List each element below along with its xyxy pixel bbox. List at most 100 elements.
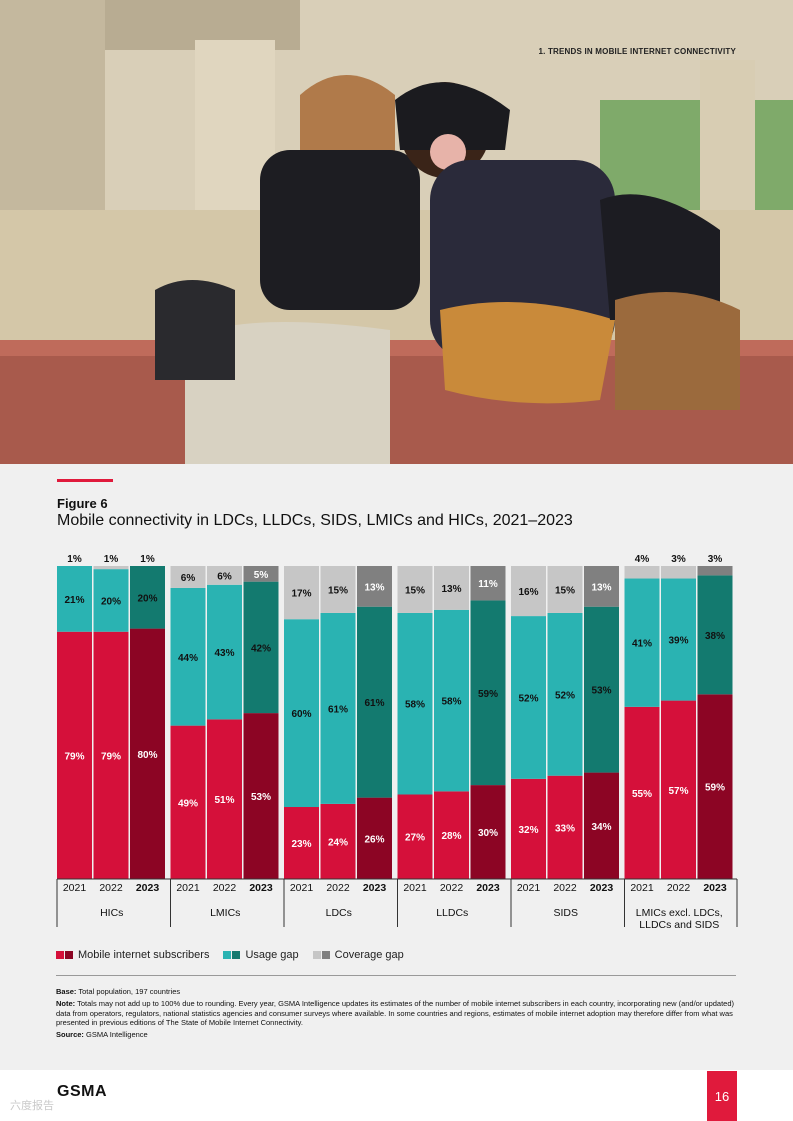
bar-coverage-gap — [697, 566, 733, 576]
base-text: Total population, 197 countries — [78, 987, 181, 996]
data-label-coverage-gap: 4% — [635, 554, 650, 565]
x-tick-year: 2022 — [99, 882, 123, 894]
data-label-coverage-gap: 11% — [478, 579, 498, 590]
bar-subscribers — [207, 719, 242, 879]
x-group-label: LLDCs and SIDS — [639, 919, 719, 931]
bar-subscribers — [320, 803, 356, 879]
data-label-subscribers: 80% — [137, 750, 157, 761]
x-tick-year: 2023 — [249, 882, 273, 894]
bar-subscribers — [93, 631, 129, 879]
x-tick-year: 2021 — [176, 882, 200, 894]
legend-item-subscribers: Mobile internet subscribers — [56, 949, 209, 961]
bar-coverage-gap — [584, 566, 619, 607]
data-label-coverage-gap: 3% — [708, 554, 723, 565]
data-label-usage-gap: 43% — [214, 648, 234, 659]
data-label-usage-gap: 58% — [441, 697, 461, 708]
legend-item-coverage-gap: Coverage gap — [312, 949, 404, 961]
data-label-usage-gap: 58% — [405, 700, 425, 711]
figure-notes: Base: Total population, 197 countries No… — [56, 987, 736, 1042]
bar-coverage-gap — [357, 566, 392, 607]
bar-subscribers — [661, 700, 696, 879]
bar-subscribers — [357, 797, 392, 879]
note-text-block: Note: Totals may not add up to 100% due … — [56, 999, 736, 1028]
legend-swatch-usage-a — [223, 951, 232, 959]
section-heading: 1. TRENDS IN MOBILE INTERNET CONNECTIVIT… — [538, 47, 736, 56]
data-label-usage-gap: 59% — [478, 689, 498, 700]
x-tick-year: 2021 — [290, 882, 314, 894]
bar-coverage-gap — [170, 566, 206, 588]
accent-rule — [57, 479, 113, 482]
legend-swatch-subscribers-a — [56, 951, 64, 959]
legend-item-usage-gap: Usage gap — [223, 949, 299, 961]
x-tick-year: 2023 — [363, 882, 387, 894]
bar-usage-gap — [584, 606, 619, 773]
legend-swatch-coverage-a — [312, 951, 321, 959]
data-label-coverage-gap: 17% — [291, 589, 311, 600]
x-tick-year: 2021 — [517, 882, 541, 894]
x-tick-year: 2021 — [630, 882, 654, 894]
data-label-coverage-gap: 13% — [441, 584, 461, 595]
bar-subscribers — [547, 775, 583, 879]
bar-coverage-gap — [207, 566, 242, 585]
data-label-subscribers: 26% — [364, 834, 384, 845]
legend-label-usage-gap: Usage gap — [245, 949, 299, 961]
data-label-coverage-gap: 6% — [181, 573, 196, 584]
figure-title: Mobile connectivity in LDCs, LLDCs, SIDS… — [57, 512, 573, 529]
data-label-coverage-gap: 13% — [591, 582, 611, 593]
data-label-subscribers: 23% — [291, 839, 311, 850]
bar-subscribers — [130, 628, 165, 879]
page-number: 16 — [707, 1071, 737, 1121]
legend-swatch-usage-b — [232, 951, 241, 959]
bar-subscribers — [697, 694, 733, 879]
data-label-subscribers: 59% — [705, 783, 725, 794]
bar-coverage-gap — [470, 566, 506, 601]
data-label-subscribers: 55% — [632, 789, 652, 800]
data-label-coverage-gap: 15% — [555, 585, 575, 596]
bar-usage-gap — [170, 587, 206, 726]
x-tick-year: 2023 — [476, 882, 500, 894]
legend-label-subscribers: Mobile internet subscribers — [78, 949, 210, 961]
bar-usage-gap — [284, 619, 319, 808]
bar-usage-gap — [93, 569, 129, 632]
bar-subscribers — [624, 706, 660, 879]
bar-coverage-gap — [661, 566, 696, 579]
bar-subscribers — [584, 772, 619, 879]
bar-coverage-gap — [284, 566, 319, 620]
x-tick-year: 2022 — [553, 882, 577, 894]
data-label-subscribers: 28% — [441, 831, 461, 842]
bar-usage-gap — [207, 584, 242, 720]
data-label-usage-gap: 20% — [137, 593, 157, 604]
legend-label-coverage-gap: Coverage gap — [334, 949, 404, 961]
bar-subscribers — [284, 807, 319, 879]
data-label-usage-gap: 38% — [705, 631, 725, 642]
data-label-usage-gap: 60% — [291, 709, 311, 720]
data-label-coverage-gap: 6% — [217, 571, 232, 582]
x-tick-year: 2021 — [403, 882, 427, 894]
bar-usage-gap — [357, 606, 392, 798]
data-label-coverage-gap: 1% — [104, 554, 119, 565]
x-group-label: HICs — [100, 907, 123, 919]
data-label-usage-gap: 44% — [178, 653, 198, 664]
notes-divider — [56, 975, 736, 976]
x-tick-year: 2023 — [136, 882, 160, 894]
bar-subscribers — [170, 725, 206, 879]
gsma-logo: GSMA — [57, 1083, 107, 1100]
source-note: Source: GSMA Intelligence — [56, 1030, 736, 1040]
bar-usage-gap — [697, 575, 733, 695]
data-label-subscribers: 27% — [405, 833, 425, 844]
chart-legend: Mobile internet subscribers Usage gap Co… — [56, 949, 418, 961]
bar-subscribers — [470, 785, 506, 879]
bar-coverage-gap — [93, 566, 129, 570]
bar-usage-gap — [661, 578, 696, 701]
data-label-usage-gap: 61% — [364, 698, 384, 709]
bar-coverage-gap — [434, 566, 469, 610]
x-group-label: LMICs — [210, 907, 240, 919]
data-label-subscribers: 32% — [518, 825, 538, 836]
bar-coverage-gap — [511, 566, 546, 617]
data-label-subscribers: 51% — [214, 795, 234, 806]
bar-usage-gap — [434, 609, 469, 792]
bar-coverage-gap — [397, 566, 433, 613]
data-label-subscribers: 79% — [64, 751, 84, 762]
data-label-coverage-gap: 15% — [405, 585, 425, 596]
bar-coverage-gap — [624, 566, 660, 579]
